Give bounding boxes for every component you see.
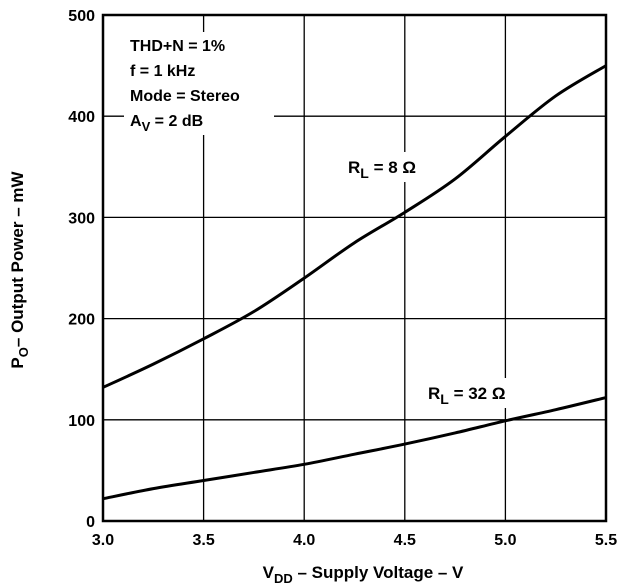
series-line-8ohm bbox=[102, 64, 607, 389]
series-lines bbox=[102, 64, 607, 501]
y-tick-labels: 0 100 200 300 400 500 bbox=[68, 8, 95, 531]
series-label-background bbox=[424, 378, 532, 408]
series-line-32ohm bbox=[102, 396, 607, 501]
series-label-8ohm: RL = 8 Ω bbox=[348, 158, 416, 181]
plot-frame bbox=[101, 13, 608, 523]
x-tick-labels: 3.0 3.5 4.0 4.5 5.0 5.5 bbox=[92, 532, 617, 549]
x-tick-label: 5.0 bbox=[494, 532, 516, 549]
annotation-block: THD+N = 1% f = 1 kHz Mode = Stereo AV = … bbox=[130, 38, 240, 134]
y-tick-label: 100 bbox=[68, 413, 95, 430]
y-axis-title: PO– Output Power – mW bbox=[8, 170, 31, 368]
x-tick-label: 5.5 bbox=[595, 532, 617, 549]
x-tick-label: 4.5 bbox=[394, 532, 416, 549]
x-tick-label: 3.0 bbox=[92, 532, 114, 549]
annotation-freq: f = 1 kHz bbox=[130, 63, 195, 80]
series-label-background bbox=[344, 152, 439, 182]
x-axis-title: VDD – Supply Voltage – V bbox=[263, 563, 464, 586]
y-tick-label: 300 bbox=[68, 210, 95, 227]
series-label-32ohm: RL = 32 Ω bbox=[428, 384, 505, 407]
x-tick-label: 4.0 bbox=[293, 532, 315, 549]
annotation-background bbox=[124, 32, 274, 135]
x-tick-label: 3.5 bbox=[192, 532, 214, 549]
annotation-mode: Mode = Stereo bbox=[130, 88, 240, 105]
y-tick-label: 200 bbox=[68, 312, 95, 329]
y-tick-label: 400 bbox=[68, 109, 95, 126]
y-tick-label: 0 bbox=[86, 514, 95, 531]
annotation-thd: THD+N = 1% bbox=[130, 38, 225, 55]
y-tick-label: 500 bbox=[68, 8, 95, 25]
annotation-gain: AV = 2 dB bbox=[130, 113, 203, 134]
